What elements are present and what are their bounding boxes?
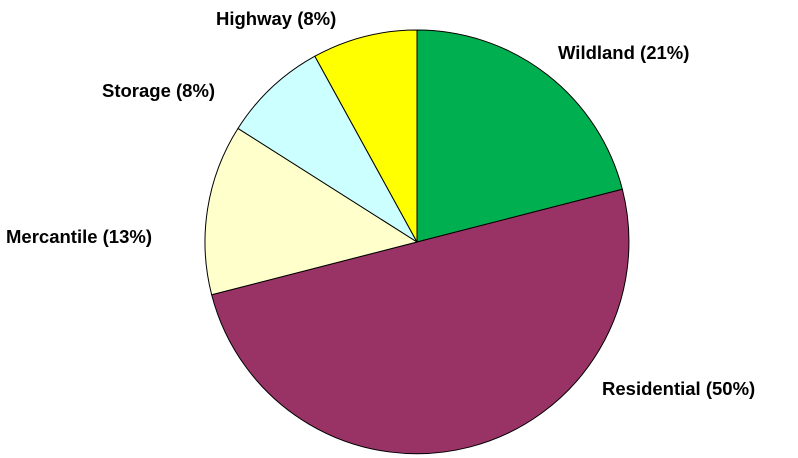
label-storage: Storage (8%): [102, 80, 215, 101]
label-wildland: Wildland (21%): [558, 42, 689, 63]
pie-slices: [204, 29, 630, 455]
label-residential: Residential (50%): [602, 378, 755, 399]
slice-wildland: [416, 29, 623, 243]
slice-storage: [237, 55, 418, 243]
label-highway: Highway (8%): [216, 8, 336, 29]
slice-residential: [211, 188, 630, 455]
slice-highway: [314, 29, 418, 243]
pie-labels: Wildland (21%) Residential (50%) Mercant…: [6, 8, 755, 399]
label-mercantile: Mercantile (13%): [6, 226, 152, 247]
slice-mercantile: [204, 127, 418, 296]
